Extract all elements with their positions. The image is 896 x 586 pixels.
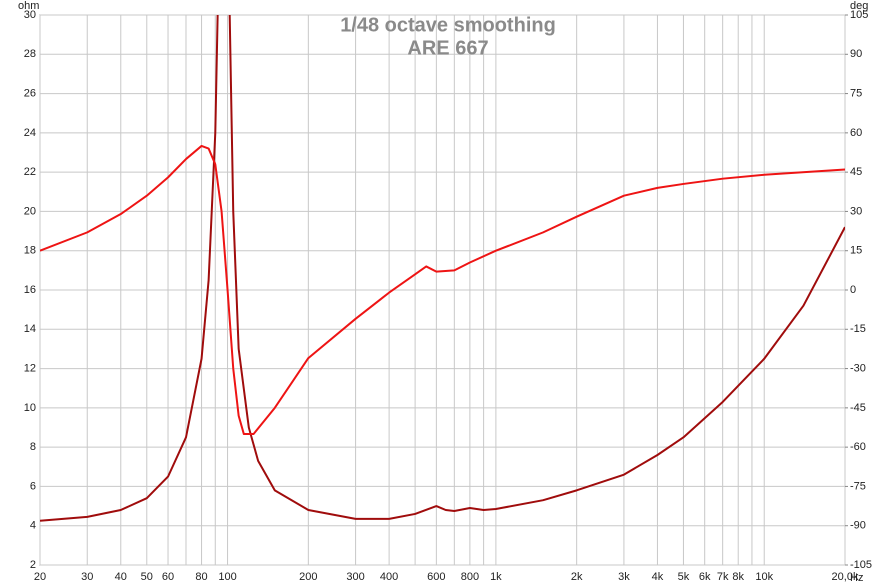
x-tick-label: 80 bbox=[195, 571, 207, 583]
y-tick-label: 2 bbox=[30, 559, 36, 571]
x-axis-label: Hz bbox=[850, 572, 863, 584]
x-tick-label: 2k bbox=[571, 571, 583, 583]
y2-tick-label: -60 bbox=[850, 441, 866, 453]
y2-tick-label: -105 bbox=[850, 559, 872, 571]
x-tick-label: 800 bbox=[461, 571, 479, 583]
y-tick-label: 12 bbox=[24, 362, 36, 374]
x-tick-label: 100 bbox=[218, 571, 236, 583]
x-tick-label: 20 bbox=[34, 571, 46, 583]
x-tick-label: 7k bbox=[717, 571, 729, 583]
y2-tick-label: 60 bbox=[850, 127, 862, 139]
y2-tick-label: -90 bbox=[850, 520, 866, 532]
y2-tick-label: 15 bbox=[850, 245, 862, 257]
series-line bbox=[40, 15, 845, 522]
x-tick-label: 6k bbox=[699, 571, 711, 583]
y2-tick-label: 75 bbox=[850, 87, 862, 99]
x-tick-label: 40 bbox=[115, 571, 127, 583]
x-tick-label: 8k bbox=[732, 571, 744, 583]
x-tick-label: 5k bbox=[678, 571, 690, 583]
y2-tick-label: -45 bbox=[850, 402, 866, 414]
x-tick-label: 400 bbox=[380, 571, 398, 583]
x-tick-label: 3k bbox=[618, 571, 630, 583]
y-tick-label: 14 bbox=[24, 323, 36, 335]
series-line bbox=[40, 144, 845, 436]
y-tick-label: 28 bbox=[24, 48, 36, 60]
y-tick-label: 24 bbox=[24, 127, 36, 139]
chart-subtitle: ARE 667 bbox=[407, 37, 488, 59]
x-tick-label: 600 bbox=[427, 571, 445, 583]
grid bbox=[39, 14, 846, 566]
y2-tick-label: 30 bbox=[850, 205, 862, 217]
y2-tick-label: 45 bbox=[850, 166, 862, 178]
y2-tick-label: 105 bbox=[850, 9, 868, 21]
x-tick-label: 200 bbox=[299, 571, 317, 583]
y-tick-label: 30 bbox=[24, 9, 36, 21]
series-group bbox=[40, 15, 845, 522]
y-tick-label: 22 bbox=[24, 166, 36, 178]
x-tick-label: 4k bbox=[652, 571, 664, 583]
y2-axis-label: deg bbox=[850, 0, 868, 12]
x-tick-label: 300 bbox=[346, 571, 364, 583]
y2-tick-label: -75 bbox=[850, 480, 866, 492]
y-tick-label: 18 bbox=[24, 245, 36, 257]
y-tick-label: 4 bbox=[30, 520, 36, 532]
x-tick-label: 20,0k bbox=[832, 571, 859, 583]
x-tick-label: 10k bbox=[755, 571, 773, 583]
y-tick-label: 26 bbox=[24, 87, 36, 99]
y2-tick-label: 90 bbox=[850, 48, 862, 60]
x-tick-label: 50 bbox=[141, 571, 153, 583]
y2-tick-label: -15 bbox=[850, 323, 866, 335]
y2-tick-label: -30 bbox=[850, 362, 866, 374]
chart-title: 1/48 octave smoothing bbox=[340, 14, 556, 36]
y-axis-label: ohm bbox=[18, 0, 39, 12]
y-tick-label: 20 bbox=[24, 205, 36, 217]
x-tick-label: 60 bbox=[162, 571, 174, 583]
y-tick-label: 16 bbox=[24, 284, 36, 296]
y-tick-label: 10 bbox=[24, 402, 36, 414]
x-tick-label: 30 bbox=[81, 571, 93, 583]
y-tick-label: 6 bbox=[30, 480, 36, 492]
y-tick-label: 8 bbox=[30, 441, 36, 453]
y2-tick-label: 0 bbox=[850, 284, 856, 296]
x-tick-label: 1k bbox=[490, 571, 502, 583]
